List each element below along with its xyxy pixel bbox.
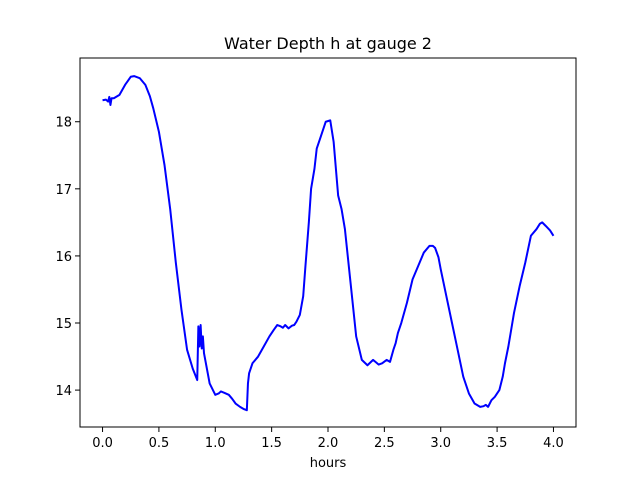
- plot-area: [102, 75, 555, 412]
- x-tick-label: 3.0: [430, 436, 451, 451]
- x-tick-label: 2.5: [374, 436, 395, 451]
- y-tick-label: 15: [55, 317, 72, 332]
- chart-title: Water Depth h at gauge 2: [224, 34, 432, 53]
- axes-frame: [79, 57, 577, 428]
- x-tick-label: 3.5: [487, 436, 508, 451]
- y-tick-label: 17: [55, 183, 72, 198]
- x-axis-label: hours: [310, 456, 347, 471]
- x-tick-label: 4.0: [543, 436, 564, 451]
- x-tick-label: 2.0: [318, 436, 339, 451]
- x-tick-label: 1.5: [261, 436, 282, 451]
- y-tick-label: 18: [55, 116, 72, 131]
- x-tick-label: 0.0: [92, 436, 113, 451]
- x-tick-label: 0.5: [149, 436, 170, 451]
- x-tick-label: 1.0: [205, 436, 226, 451]
- series-line-0: [102, 75, 555, 412]
- y-tick-label: 16: [55, 250, 72, 265]
- y-tick-label: 14: [55, 384, 72, 399]
- axis-ticks: 0.0 0.5 1.0 1.5 2.0 2.5 3.0 3.5 4.0 14 15 16 17 18: [55, 116, 563, 451]
